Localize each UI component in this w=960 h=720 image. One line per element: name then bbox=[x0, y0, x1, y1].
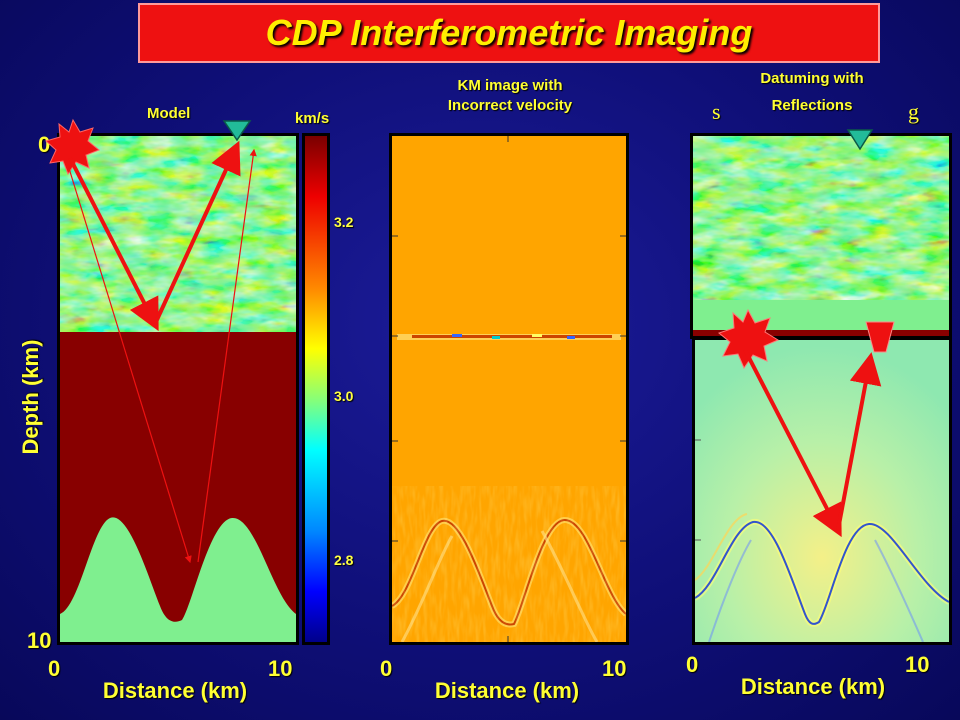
title-box: CDP Interferometric Imaging bbox=[138, 3, 880, 63]
km-label-line2: Incorrect velocity bbox=[447, 97, 573, 114]
datuming-upper-panel bbox=[690, 133, 952, 339]
x-tick-10-left: 10 bbox=[268, 656, 293, 681]
x-axis-label-left: Distance (km) bbox=[102, 678, 248, 703]
colorbar-tick-3-2: 3.2 bbox=[334, 214, 354, 230]
colorbar-tick-2-8: 2.8 bbox=[334, 552, 354, 568]
x-tick-10-middle: 10 bbox=[602, 656, 627, 681]
unit-label: km/s bbox=[295, 110, 330, 127]
y-tick-0: 0 bbox=[38, 132, 51, 157]
receiver-letter: g bbox=[908, 99, 919, 124]
y-tick-10: 10 bbox=[27, 628, 52, 653]
km-image bbox=[392, 136, 626, 642]
datuming-lower-panel bbox=[692, 337, 952, 645]
slide-title: CDP Interferometric Imaging bbox=[265, 12, 753, 53]
km-reflector bbox=[397, 334, 621, 340]
model-label: Model bbox=[147, 105, 191, 122]
datuming-lower-image bbox=[695, 340, 949, 642]
layer-velocity-texture bbox=[60, 136, 296, 332]
km-label-line1: KM image with bbox=[457, 77, 563, 94]
x-tick-10-right: 10 bbox=[905, 652, 930, 677]
datuming-label-line1: Datuming with bbox=[760, 70, 864, 87]
colorbar-gradient bbox=[305, 136, 327, 642]
x-tick-0-middle: 0 bbox=[380, 656, 393, 681]
model-image bbox=[60, 136, 296, 642]
depth-axis-label: Depth (km) bbox=[18, 339, 43, 455]
source-letter: s bbox=[712, 99, 721, 124]
x-tick-0-right: 0 bbox=[686, 652, 699, 677]
x-tick-0-left: 0 bbox=[48, 656, 61, 681]
datuming-upper-image bbox=[693, 136, 949, 336]
colorbar bbox=[302, 133, 330, 645]
datuming-label-line2: Reflections bbox=[771, 97, 853, 114]
x-axis-label-right: Distance (km) bbox=[740, 674, 886, 699]
colorbar-tick-3-0: 3.0 bbox=[334, 388, 354, 404]
x-axis-label-middle: Distance (km) bbox=[434, 678, 580, 703]
model-panel bbox=[57, 133, 299, 645]
km-image-panel bbox=[389, 133, 629, 645]
